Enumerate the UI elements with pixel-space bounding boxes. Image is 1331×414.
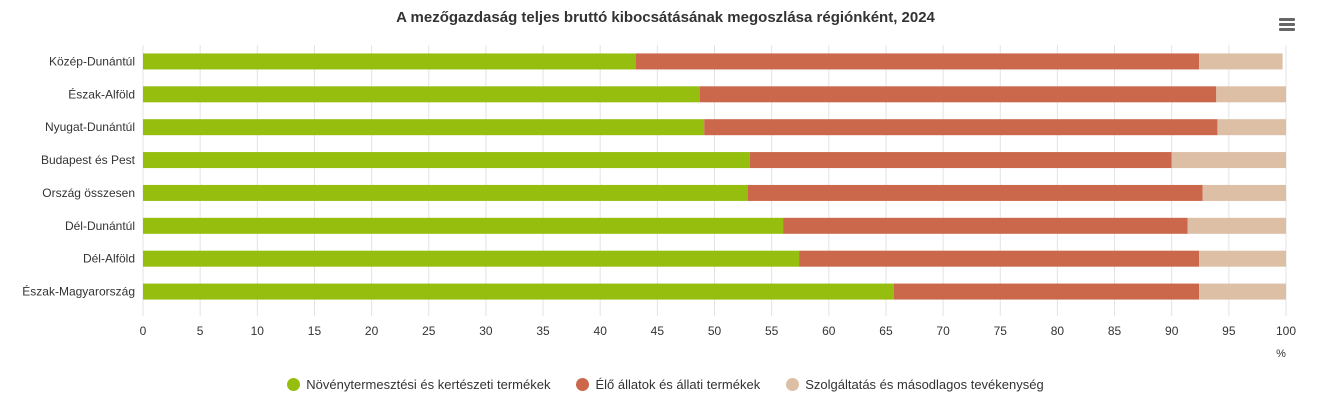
y-category-label: Észak-Alföld: [68, 86, 135, 101]
bar-segment[interactable]: [749, 152, 1172, 169]
chart-title: A mezőgazdaság teljes bruttó kibocsátásá…: [396, 9, 935, 26]
x-tick-label: 100: [1276, 324, 1296, 338]
legend-item[interactable]: Szolgáltatás és másodlagos tevékenység: [786, 377, 1044, 392]
y-category-label: Dél-Alföld: [83, 252, 135, 266]
x-tick-label: 35: [536, 324, 550, 338]
y-category-label: Ország összesen: [42, 186, 135, 200]
x-tick-label: 90: [1165, 324, 1179, 338]
x-tick-label: 15: [308, 324, 322, 338]
legend-marker-icon: [287, 378, 301, 391]
x-tick-label: 40: [594, 324, 608, 338]
legend-label: Élő állatok és állati termékek: [595, 377, 761, 392]
x-tick-label: 50: [708, 324, 722, 338]
x-tick-label: 45: [651, 324, 665, 338]
bar-segment[interactable]: [635, 53, 1200, 70]
x-tick-label: 30: [479, 324, 493, 338]
legend-label: Növénytermesztési és kertészeti termékek: [306, 377, 551, 392]
bar-segment[interactable]: [1217, 119, 1286, 136]
x-axis-label: %: [1276, 348, 1286, 360]
bar-segment[interactable]: [143, 86, 700, 103]
x-tick-label: 60: [822, 324, 836, 338]
bar-segment[interactable]: [143, 53, 636, 70]
x-tick-label: 25: [422, 324, 436, 338]
y-category-label: Budapest és Pest: [41, 153, 136, 167]
bar-segment[interactable]: [699, 86, 1217, 103]
bar-segment[interactable]: [1199, 283, 1286, 300]
bar-segment[interactable]: [747, 184, 1203, 201]
legend-item[interactable]: Növénytermesztési és kertészeti termékek: [287, 377, 550, 392]
bar-segment[interactable]: [143, 217, 784, 234]
x-tick-label: 80: [1051, 324, 1065, 338]
x-tick-label: 0: [140, 324, 147, 338]
y-category-label: Észak-Magyarország: [22, 284, 135, 299]
x-tick-label: 75: [994, 324, 1008, 338]
bar-segment[interactable]: [143, 184, 748, 201]
x-tick-label: 10: [251, 324, 265, 338]
bar-segment[interactable]: [1187, 217, 1286, 234]
x-tick-label: 95: [1222, 324, 1236, 338]
legend-item[interactable]: Élő állatok és állati termékek: [576, 377, 760, 392]
bar-segment[interactable]: [143, 250, 800, 267]
bar-segment[interactable]: [1199, 53, 1283, 70]
y-category-label: Közép-Dunántúl: [49, 54, 135, 68]
bar-segment[interactable]: [1216, 86, 1286, 103]
bar-chart: 0 5 10 15 20 25 30 35 40 45 50 55 60 65 70 75 80 85 90 95 10…: [22, 45, 1296, 360]
bar-segment[interactable]: [783, 217, 1188, 234]
bar-segment[interactable]: [143, 152, 750, 169]
legend-label: Szolgáltatás és másodlagos tevékenység: [805, 377, 1044, 392]
x-tick-label: 85: [1108, 324, 1122, 338]
y-category-label: Dél-Dunántúl: [65, 219, 135, 233]
x-tick-label: 5: [197, 324, 204, 338]
x-tick-label: 70: [936, 324, 950, 338]
bar-segment[interactable]: [893, 283, 1200, 300]
bar-segment[interactable]: [1171, 152, 1286, 169]
x-tick-label: 65: [879, 324, 893, 338]
legend-marker-icon: [786, 378, 800, 391]
bar-segment[interactable]: [704, 119, 1218, 136]
legend: Növénytermesztési és kertészeti termékek…: [0, 377, 1331, 392]
x-tick-label: 55: [765, 324, 779, 338]
bar-segment[interactable]: [143, 119, 705, 136]
bar-segment[interactable]: [143, 283, 894, 300]
hamburger-menu-icon[interactable]: [1279, 18, 1295, 33]
legend-marker-icon: [576, 378, 590, 391]
bar-segment[interactable]: [799, 250, 1200, 267]
x-tick-label: 20: [365, 324, 379, 338]
bar-segment[interactable]: [1202, 184, 1286, 201]
y-category-label: Nyugat-Dunántúl: [45, 120, 135, 134]
bar-segment[interactable]: [1199, 250, 1286, 267]
